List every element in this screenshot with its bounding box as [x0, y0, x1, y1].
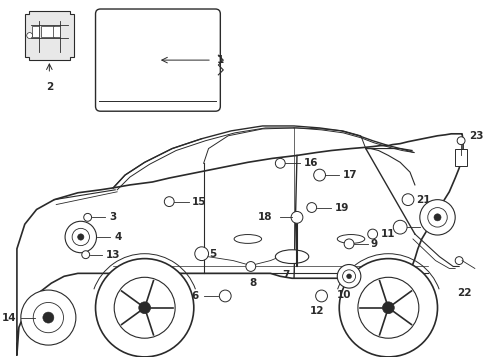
- Circle shape: [420, 200, 455, 235]
- Text: 17: 17: [343, 170, 358, 180]
- Circle shape: [114, 277, 175, 338]
- Circle shape: [383, 302, 394, 314]
- Text: 20: 20: [424, 222, 438, 232]
- Text: 18: 18: [258, 212, 272, 222]
- Text: 19: 19: [335, 203, 350, 212]
- Ellipse shape: [337, 234, 365, 243]
- Circle shape: [77, 234, 84, 240]
- Text: 11: 11: [381, 229, 395, 239]
- FancyBboxPatch shape: [96, 9, 220, 111]
- Circle shape: [314, 169, 325, 181]
- Circle shape: [402, 194, 414, 206]
- Circle shape: [84, 213, 92, 221]
- Circle shape: [343, 270, 356, 283]
- Circle shape: [339, 258, 438, 357]
- Text: 12: 12: [309, 306, 324, 316]
- FancyBboxPatch shape: [42, 26, 54, 36]
- Text: 10: 10: [337, 290, 351, 300]
- Circle shape: [27, 33, 33, 39]
- Circle shape: [164, 197, 174, 207]
- Text: 3: 3: [109, 212, 117, 222]
- Text: 1: 1: [217, 55, 224, 65]
- Circle shape: [195, 247, 209, 261]
- Text: 22: 22: [457, 288, 471, 298]
- Circle shape: [72, 228, 90, 246]
- Circle shape: [457, 137, 465, 145]
- Circle shape: [347, 274, 351, 279]
- Circle shape: [337, 265, 361, 288]
- Circle shape: [82, 251, 90, 258]
- Circle shape: [21, 290, 76, 345]
- Text: 5: 5: [210, 249, 217, 259]
- Text: 8: 8: [249, 278, 256, 288]
- Text: 23: 23: [469, 131, 484, 141]
- Text: 15: 15: [192, 197, 206, 207]
- Text: 9: 9: [371, 239, 378, 249]
- FancyBboxPatch shape: [32, 26, 39, 36]
- Circle shape: [65, 221, 97, 253]
- FancyBboxPatch shape: [53, 26, 60, 36]
- Circle shape: [316, 290, 327, 302]
- Circle shape: [220, 290, 231, 302]
- FancyBboxPatch shape: [455, 149, 467, 166]
- Circle shape: [428, 208, 447, 227]
- Text: 21: 21: [416, 195, 430, 204]
- Text: 16: 16: [304, 158, 318, 168]
- Ellipse shape: [234, 234, 262, 243]
- Circle shape: [139, 302, 150, 314]
- Text: 6: 6: [192, 291, 199, 301]
- Polygon shape: [25, 11, 74, 60]
- Circle shape: [344, 239, 354, 249]
- Circle shape: [455, 257, 463, 265]
- Circle shape: [434, 214, 441, 221]
- Circle shape: [291, 211, 303, 223]
- Circle shape: [33, 302, 64, 333]
- Text: 7: 7: [283, 270, 290, 280]
- Circle shape: [307, 203, 317, 212]
- Text: 13: 13: [105, 250, 120, 260]
- Ellipse shape: [275, 250, 309, 264]
- Text: 2: 2: [46, 82, 53, 92]
- Circle shape: [246, 262, 256, 271]
- Circle shape: [368, 229, 378, 239]
- Circle shape: [393, 220, 407, 234]
- Circle shape: [275, 158, 285, 168]
- Text: 4: 4: [114, 232, 122, 242]
- Text: 14: 14: [2, 312, 17, 323]
- Circle shape: [358, 277, 419, 338]
- Circle shape: [96, 258, 194, 357]
- Circle shape: [43, 312, 54, 323]
